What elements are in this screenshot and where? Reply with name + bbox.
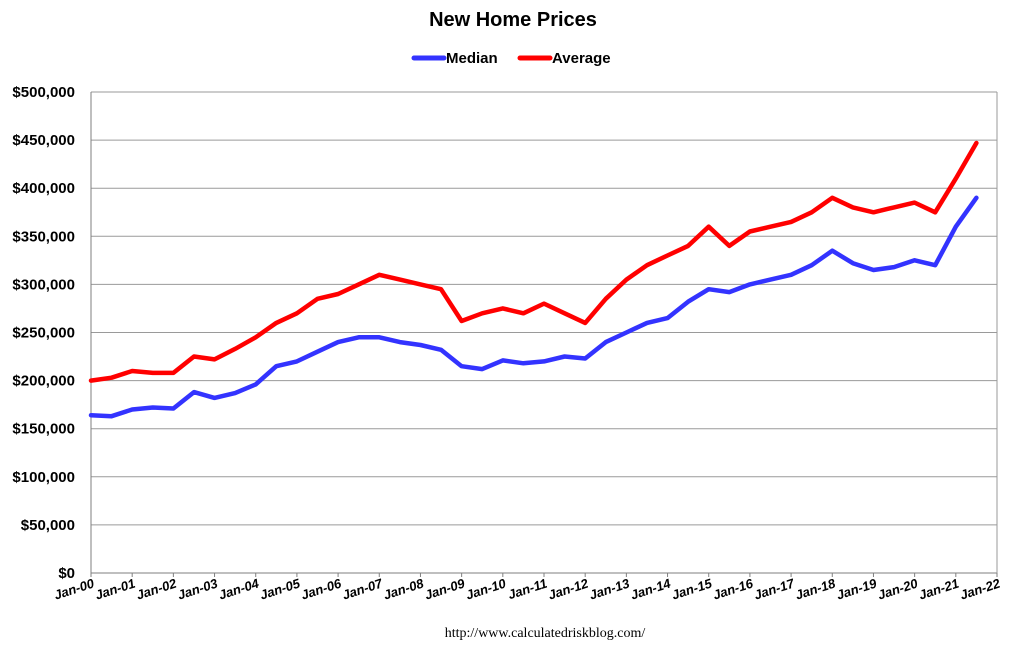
y-tick-label: $100,000 — [12, 469, 75, 486]
chart-title: New Home Prices — [429, 9, 597, 31]
y-tick-label: $400,000 — [12, 180, 75, 197]
x-tick-label: Jan-05 — [258, 575, 303, 602]
x-tick-label: Jan-10 — [464, 575, 509, 602]
series-line-median — [88, 195, 979, 419]
y-tick-label: $200,000 — [12, 373, 75, 390]
y-tick-label: $150,000 — [12, 421, 75, 438]
x-tick-label: Jan-06 — [299, 575, 344, 602]
gridlines — [90, 91, 998, 574]
y-axis-ticks: $0 $50,000 $100,000 $150,000 $200,000 $250,00… — [12, 84, 75, 582]
x-tick-label: Jan-15 — [670, 575, 715, 602]
x-tick-label: Jan-19 — [835, 575, 880, 602]
x-tick-label: Jan-22 — [958, 575, 1003, 602]
x-tick-label: Jan-16 — [711, 575, 756, 602]
x-tick-label: Jan-14 — [629, 575, 674, 602]
x-tick-label: Jan-13 — [587, 575, 632, 602]
x-axis-ticks: Jan-00Jan-01Jan-02Jan-03Jan-04Jan-05Jan-… — [52, 573, 1003, 603]
legend-label-median: Median — [446, 50, 498, 67]
x-tick-label: Jan-07 — [340, 575, 385, 602]
legend: Median Average — [411, 50, 611, 67]
x-tick-label: Jan-08 — [382, 575, 427, 602]
x-tick-label: Jan-09 — [423, 575, 468, 602]
series-lines — [88, 140, 979, 419]
y-tick-label: $450,000 — [12, 132, 75, 149]
x-tick-label: Jan-20 — [876, 575, 921, 602]
x-tick-label: Jan-01 — [93, 576, 137, 603]
y-tick-label: $300,000 — [12, 276, 75, 293]
y-tick-label: $350,000 — [12, 228, 75, 245]
x-tick-label: Jan-03 — [176, 575, 221, 602]
legend-label-average: Average — [552, 50, 611, 67]
x-tick-label: Jan-17 — [752, 575, 797, 602]
x-tick-label: Jan-21 — [917, 576, 961, 603]
y-tick-label: $0 — [58, 565, 75, 582]
x-tick-label: Jan-11 — [506, 576, 549, 603]
x-tick-label: Jan-12 — [546, 575, 591, 602]
series-line-average — [88, 140, 979, 383]
x-tick-label: Jan-02 — [134, 575, 179, 602]
y-tick-label: $250,000 — [12, 325, 75, 342]
x-tick-label: Jan-18 — [793, 575, 838, 602]
x-tick-label: Jan-04 — [217, 575, 262, 602]
source-note: http://www.calculatedriskblog.com/ — [445, 626, 646, 641]
y-tick-label: $50,000 — [21, 517, 75, 534]
y-tick-label: $500,000 — [12, 84, 75, 101]
